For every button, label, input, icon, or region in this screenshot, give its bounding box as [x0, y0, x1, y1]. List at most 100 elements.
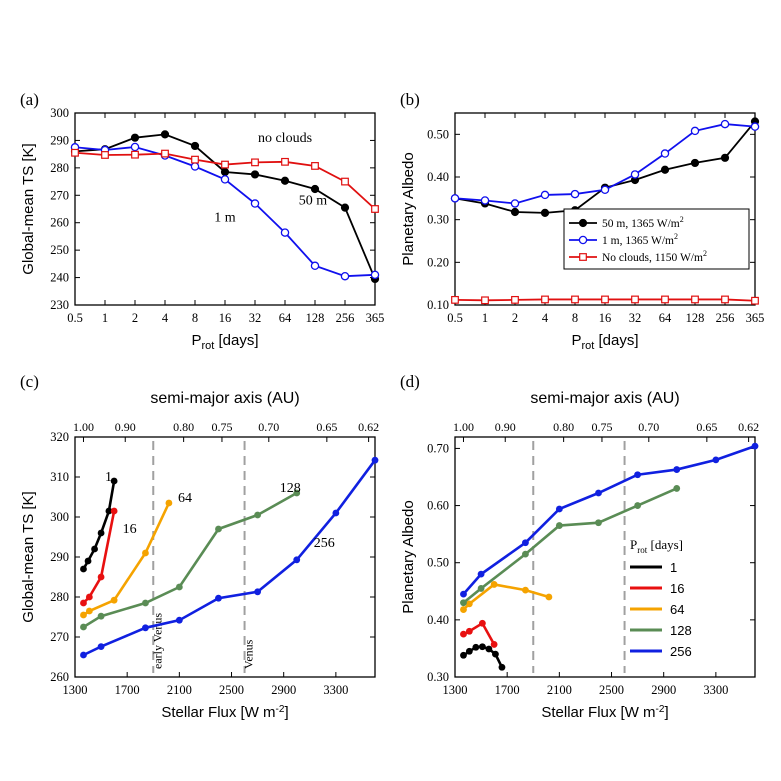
legend-title: Prot [days]: [630, 537, 683, 555]
legend-box: [563, 208, 750, 270]
series-16: [80, 507, 118, 607]
data-point: [280, 176, 290, 185]
data-point: [254, 588, 262, 596]
data-point: [161, 149, 169, 158]
panel-b: (b) 0.5 1 2 4 8 16 32 64 128 256 365 0.10 0.20 0.30 0.4…: [400, 90, 764, 352]
data-point: [570, 189, 580, 199]
data-point: [721, 295, 729, 304]
top-tick-label: 0.75: [211, 420, 232, 434]
data-point: [712, 456, 720, 464]
x-axis-label-unit: [days]: [594, 332, 638, 349]
legend-entry: 50 m, 1365 W/m2: [602, 215, 684, 230]
data-point: [190, 141, 200, 151]
x-tick-label: 4: [162, 311, 169, 325]
top-tick-label: 0.75: [591, 420, 612, 434]
data-point: [281, 157, 289, 166]
data-point: [451, 295, 459, 304]
data-point: [631, 295, 639, 304]
top-tick-label: 0.80: [553, 420, 574, 434]
y-tick-label: 240: [50, 271, 69, 285]
data-point: [97, 643, 105, 650]
series-annotation: 128: [280, 481, 301, 496]
annotation: no clouds: [258, 131, 312, 146]
data-point: [110, 507, 118, 515]
x-tick-label: 2900: [651, 683, 676, 697]
data-point: [105, 507, 113, 515]
data-point: [175, 583, 183, 591]
x-axis-label: Prot [days]: [191, 332, 258, 352]
panel-d: (d) semi-major axis (AU) 1.00 0.90 0.80 0.75 0…: [400, 372, 759, 721]
y-tick-label: 0.60: [427, 499, 449, 513]
data-point: [221, 160, 229, 169]
top-axis-label: semi-major axis (AU): [150, 390, 299, 407]
x-tick-label: 1: [482, 311, 488, 325]
x-tick-label: 16: [219, 311, 232, 325]
data-point: [110, 596, 118, 604]
series-annotation: 256: [314, 536, 335, 551]
data-point: [80, 565, 87, 573]
data-point: [540, 190, 550, 200]
data-point: [71, 148, 79, 157]
x-tick-label: 1: [102, 311, 108, 325]
data-point: [310, 261, 320, 271]
data-point: [540, 208, 550, 217]
legend-title-sub: rot: [637, 545, 647, 555]
x-axis-label-main: Stellar Flux [W m: [161, 704, 275, 721]
panel-label: (c): [20, 372, 39, 391]
y-tick-label: 0.10: [427, 298, 449, 312]
data-point: [751, 442, 759, 450]
panel-c: (c) semi-major axis (AU) 1.00 0.90 0.80 0.75 0…: [20, 372, 379, 721]
data-point: [450, 194, 460, 203]
y-axis-label: Global-mean TS [K]: [20, 143, 37, 274]
y-tick-label: 0.50: [427, 127, 449, 141]
series-line: [462, 444, 756, 596]
y-tick-label: 270: [50, 630, 69, 644]
data-point: [215, 525, 222, 533]
data-point: [191, 155, 199, 164]
data-point: [340, 271, 350, 281]
top-tick-label: 0.65: [696, 420, 717, 434]
x-tick-label: 2100: [547, 683, 572, 697]
data-point: [465, 627, 473, 635]
top-tick-label: 0.90: [495, 420, 516, 434]
annotation: 1 m: [214, 211, 236, 226]
x-axis-label: Prot [days]: [571, 332, 638, 352]
data-point: [130, 142, 140, 152]
data-point: [595, 489, 602, 497]
y-axis-label: Planetary Albedo: [400, 152, 417, 265]
data-point: [478, 643, 486, 651]
x-tick-label: 2: [512, 311, 518, 325]
x-tick-label: 2500: [219, 683, 244, 697]
data-point: [673, 466, 681, 473]
data-point: [80, 651, 87, 659]
series-2: [71, 148, 379, 213]
legend-marker: [578, 235, 588, 245]
data-point: [522, 550, 529, 558]
data-point: [460, 599, 467, 607]
top-axis-label: semi-major axis (AU): [530, 390, 679, 407]
data-point: [661, 295, 669, 304]
x-tick-label: 365: [746, 311, 765, 325]
y-tick-label: 0.40: [427, 170, 449, 184]
data-point: [630, 170, 640, 179]
legend-marker: [578, 218, 588, 228]
data-point: [522, 586, 529, 594]
x-tick-label: 0.5: [67, 311, 83, 325]
x-axis-label: Stellar Flux [W m-2]: [541, 704, 668, 721]
reference-line-label: early Venus: [150, 613, 164, 669]
series-line: [454, 120, 756, 214]
plot-frame: [74, 112, 376, 306]
legend-entry-text: 50 m, 1365 W/m: [602, 218, 680, 230]
data-point: [215, 594, 222, 602]
legend-entry-sup: 2: [680, 215, 684, 224]
x-tick-label: 256: [716, 311, 735, 325]
x-tick-label: 32: [629, 311, 642, 325]
data-point: [541, 295, 549, 304]
data-point: [371, 205, 379, 213]
data-point: [660, 165, 670, 174]
x-tick-label: 365: [366, 311, 385, 325]
x-tick-label: 64: [659, 311, 672, 325]
top-tick-label: 0.65: [316, 420, 337, 434]
